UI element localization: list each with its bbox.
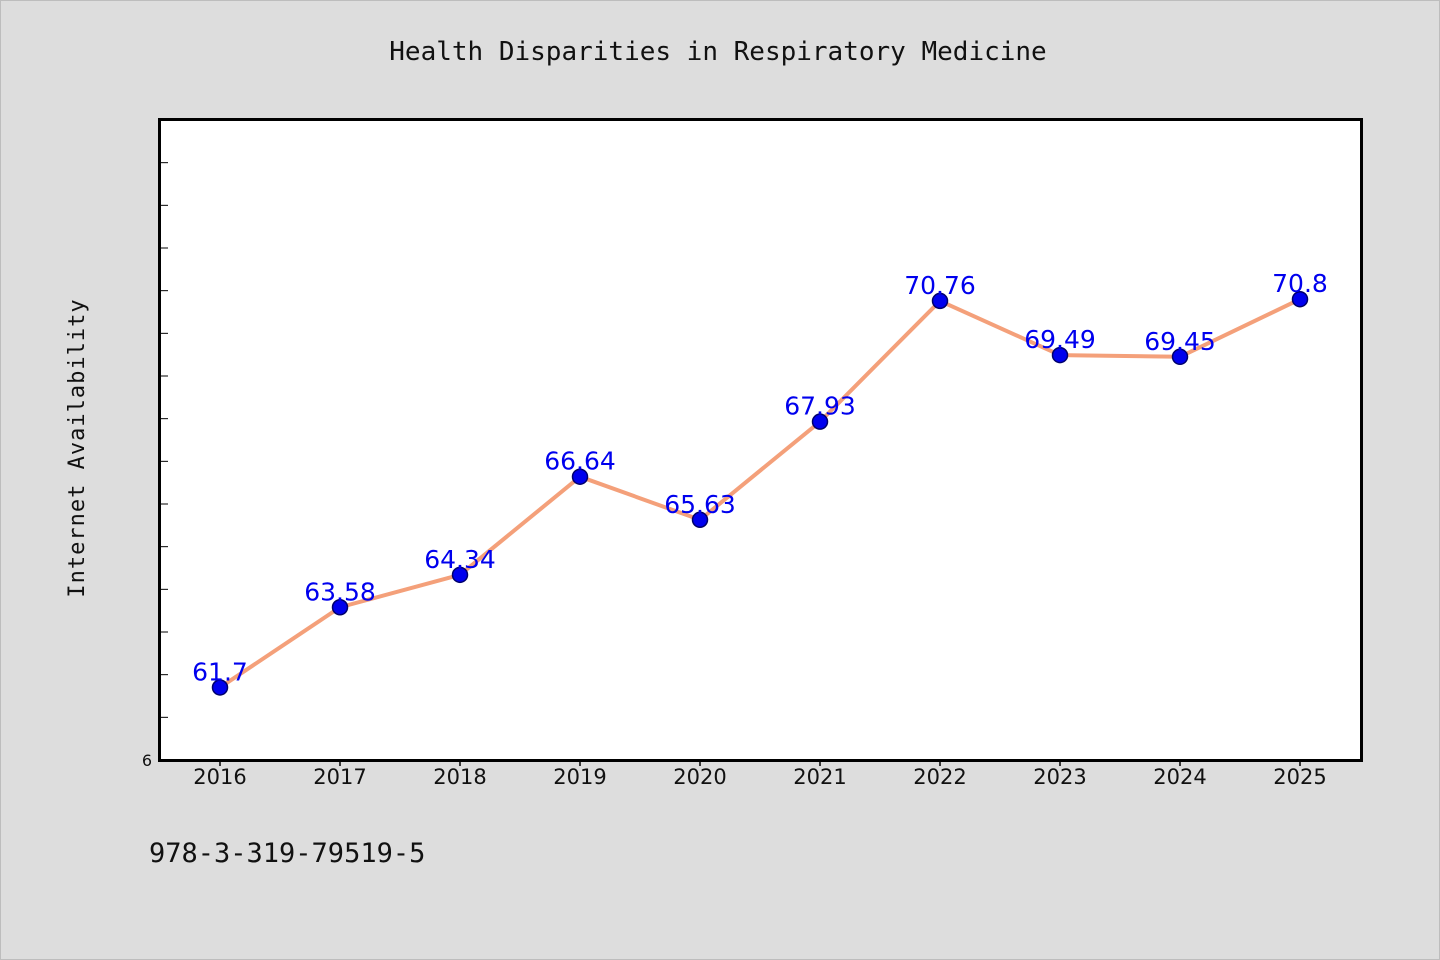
x-axis-ticks: 2016 2017 2018 2019 2020 2021 2022 2023 2024 2025 bbox=[193, 760, 1327, 789]
data-label: 69.49 bbox=[1024, 325, 1096, 354]
x-tick-label: 2025 bbox=[1273, 765, 1326, 789]
isbn-footer: 978-3-319-79519-5 bbox=[149, 838, 425, 869]
data-point-marker bbox=[931, 292, 949, 310]
data-point-marker bbox=[331, 599, 349, 616]
data-label: 65.63 bbox=[664, 490, 736, 519]
data-label: 61.7 bbox=[192, 657, 248, 686]
data-label-group: 61.7 63.58 64.34 66.64 65.63 67.93 70.76 69.49 6… bbox=[192, 269, 1328, 686]
series-line-group bbox=[218, 297, 1302, 690]
x-tick-label: 2019 bbox=[553, 765, 606, 789]
chart-title: Health Disparities in Respiratory Medici… bbox=[389, 37, 1046, 67]
series-line bbox=[218, 297, 1302, 690]
x-tick-label: 2017 bbox=[313, 765, 366, 789]
y-tick-label: 6 bbox=[142, 751, 152, 770]
data-label: 70.8 bbox=[1272, 269, 1328, 298]
data-label: 67.93 bbox=[784, 392, 856, 421]
y-axis-label: Internet Availability bbox=[65, 298, 90, 597]
data-point-marker bbox=[691, 511, 709, 529]
marker-group bbox=[211, 290, 1309, 696]
y-axis-ticks: 6 bbox=[142, 162, 168, 770]
x-tick-label: 2022 bbox=[913, 765, 966, 789]
x-tick-label: 2021 bbox=[793, 765, 846, 789]
data-point-marker bbox=[1051, 346, 1069, 364]
data-point-marker bbox=[811, 413, 829, 430]
data-point-marker bbox=[571, 468, 589, 485]
data-label: 63.58 bbox=[304, 577, 376, 606]
x-tick-label: 2016 bbox=[193, 765, 246, 789]
data-point-marker bbox=[211, 679, 229, 696]
data-label: 69.45 bbox=[1144, 327, 1216, 356]
data-label: 66.64 bbox=[544, 447, 616, 476]
plot-area bbox=[158, 118, 1363, 762]
data-point-marker bbox=[451, 566, 469, 584]
x-tick-label: 2020 bbox=[673, 765, 726, 789]
data-point-marker bbox=[1171, 348, 1189, 366]
data-label: 64.34 bbox=[424, 545, 496, 574]
x-tick-label: 2018 bbox=[433, 765, 486, 789]
x-tick-label: 2024 bbox=[1153, 765, 1206, 789]
x-tick-label: 2023 bbox=[1033, 765, 1086, 789]
data-point-marker bbox=[1291, 290, 1309, 308]
data-label: 70.76 bbox=[904, 271, 976, 300]
